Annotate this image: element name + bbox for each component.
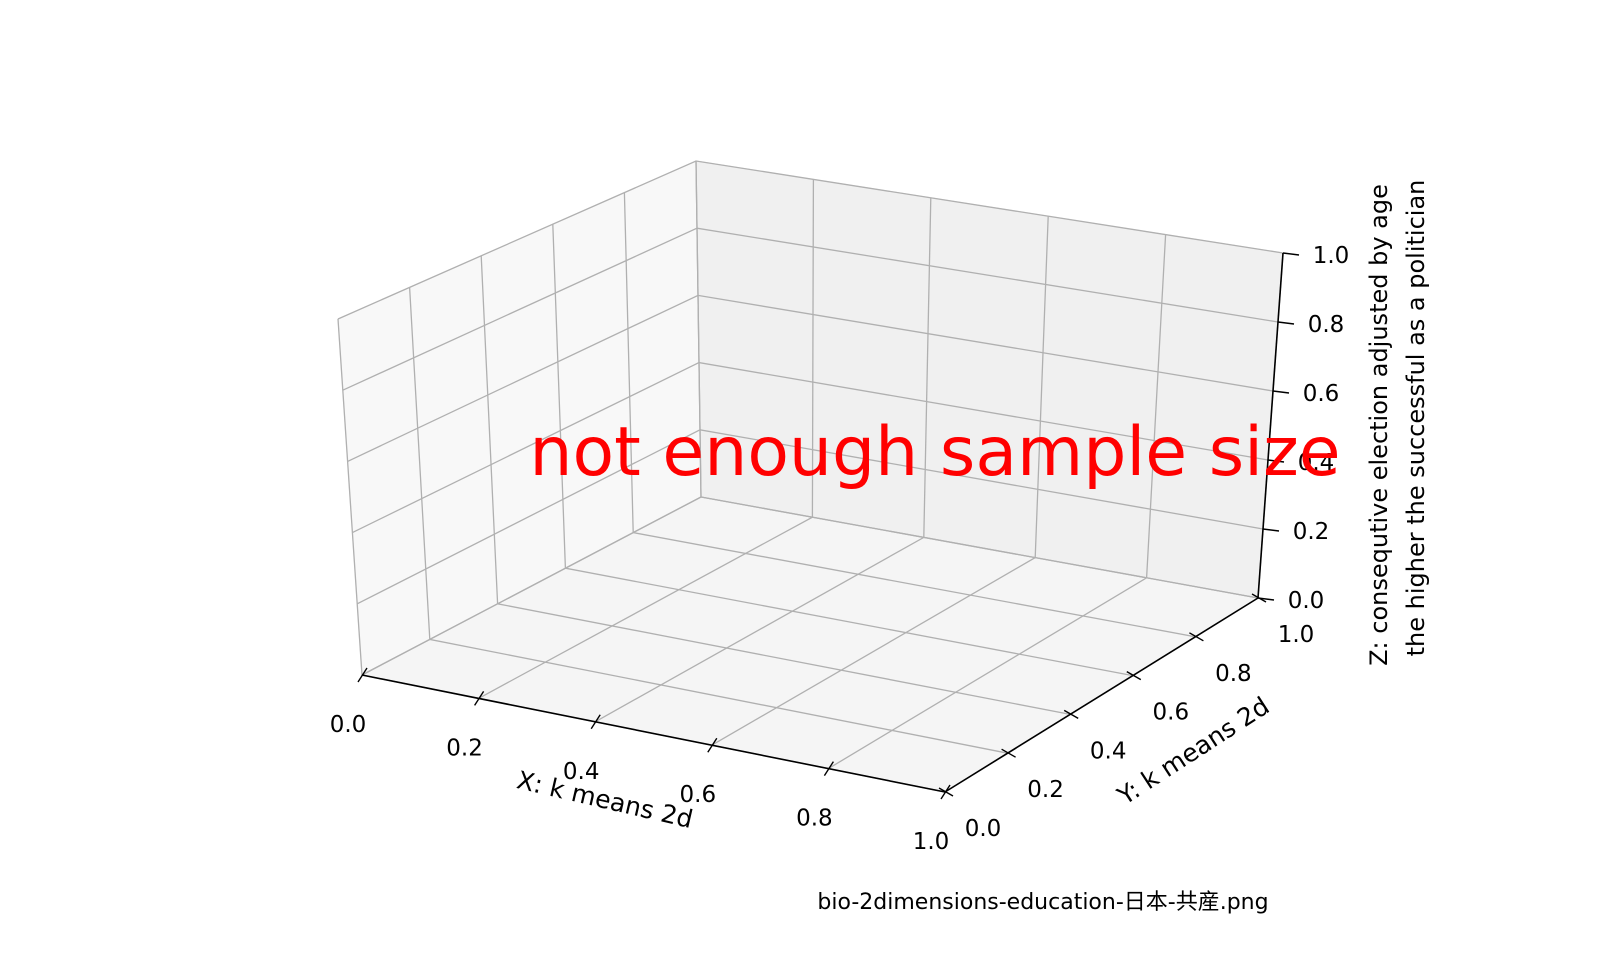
x-axis-line [361, 674, 946, 793]
z-tick-label-3: 0.6 [1303, 381, 1340, 407]
y-tick-label-0: 0.0 [965, 816, 1002, 842]
x-tick-label-2: 0.4 [563, 759, 600, 785]
x-tick-label-1: 0.2 [446, 735, 483, 761]
y-tick-mark-4 [1189, 632, 1204, 642]
axis-lines [361, 252, 1284, 793]
z-tick-mark-2 [1267, 459, 1285, 463]
y-tick-label-4: 0.8 [1215, 661, 1252, 687]
grid-line-y-2 [480, 255, 1071, 716]
y-tick-mark-1 [1001, 748, 1016, 758]
z-tick-mark-3 [1272, 390, 1290, 394]
z-axis-label-line-1: Z: consequtive election adjusted by age [1365, 184, 1393, 666]
x-axis-label: X: k means 2d [514, 765, 695, 834]
x-tick-mark-0 [357, 667, 368, 683]
z-tick-label-4: 0.8 [1308, 312, 1345, 338]
x-tick-mark-4 [823, 761, 834, 776]
grid-line-y-1 [408, 287, 1008, 754]
figure-filename-caption: bio-2dimensions-education-日本-共産.png [817, 890, 1268, 915]
y-axis-label: Y: k means 2d [1112, 691, 1275, 811]
x-tick-mark-3 [707, 737, 718, 753]
y-tick-label-1: 0.2 [1027, 777, 1064, 803]
z-tick-mark-0 [1257, 597, 1275, 601]
y-tick-mark-2 [1063, 709, 1079, 720]
grid-line-y-4 [623, 192, 1196, 638]
y-tick-mark-0 [938, 787, 954, 797]
x-tick-label-4: 0.8 [796, 806, 833, 832]
z-tick-mark-1 [1262, 528, 1280, 532]
grid-line-y-3 [552, 224, 1133, 677]
x-tick-mark-1 [474, 691, 485, 706]
z-axis-line [1257, 252, 1284, 599]
y-tick-label-2: 0.4 [1090, 738, 1127, 764]
z-tick-mark-5 [1282, 252, 1300, 256]
z-tick-mark-4 [1277, 321, 1295, 325]
x-tick-mark-2 [590, 714, 601, 730]
z-axis-label-line-2: the higher the successful as a politicia… [1402, 180, 1430, 657]
axis-panes [337, 160, 1284, 793]
y-axis-line [944, 597, 1259, 793]
chart-annotation: not enough sample size [529, 413, 1340, 492]
y-tick-label-5: 1.0 [1278, 622, 1315, 648]
x-tick-label-0: 0.0 [330, 712, 367, 738]
z-tick-label-1: 0.2 [1293, 519, 1330, 545]
x-tick-label-5: 1.0 [913, 829, 950, 855]
tick-labels: 0.0 0.2 0.4 0.6 0.8 1.0 0.0 0.2 0.4 0.6 0.8 1.0 0.0 0… [330, 243, 1350, 855]
x-tick-label-3: 0.6 [680, 782, 717, 808]
z-tick-label-0: 0.0 [1288, 588, 1325, 614]
z-tick-label-5: 1.0 [1313, 243, 1350, 269]
grid-line-y-5 [695, 160, 1259, 599]
y-tick-label-3: 0.6 [1153, 700, 1190, 726]
y-tick-mark-3 [1126, 670, 1142, 681]
z-tick-label-2: 0.4 [1298, 450, 1335, 476]
grid-line-z-5 [337, 160, 1284, 320]
